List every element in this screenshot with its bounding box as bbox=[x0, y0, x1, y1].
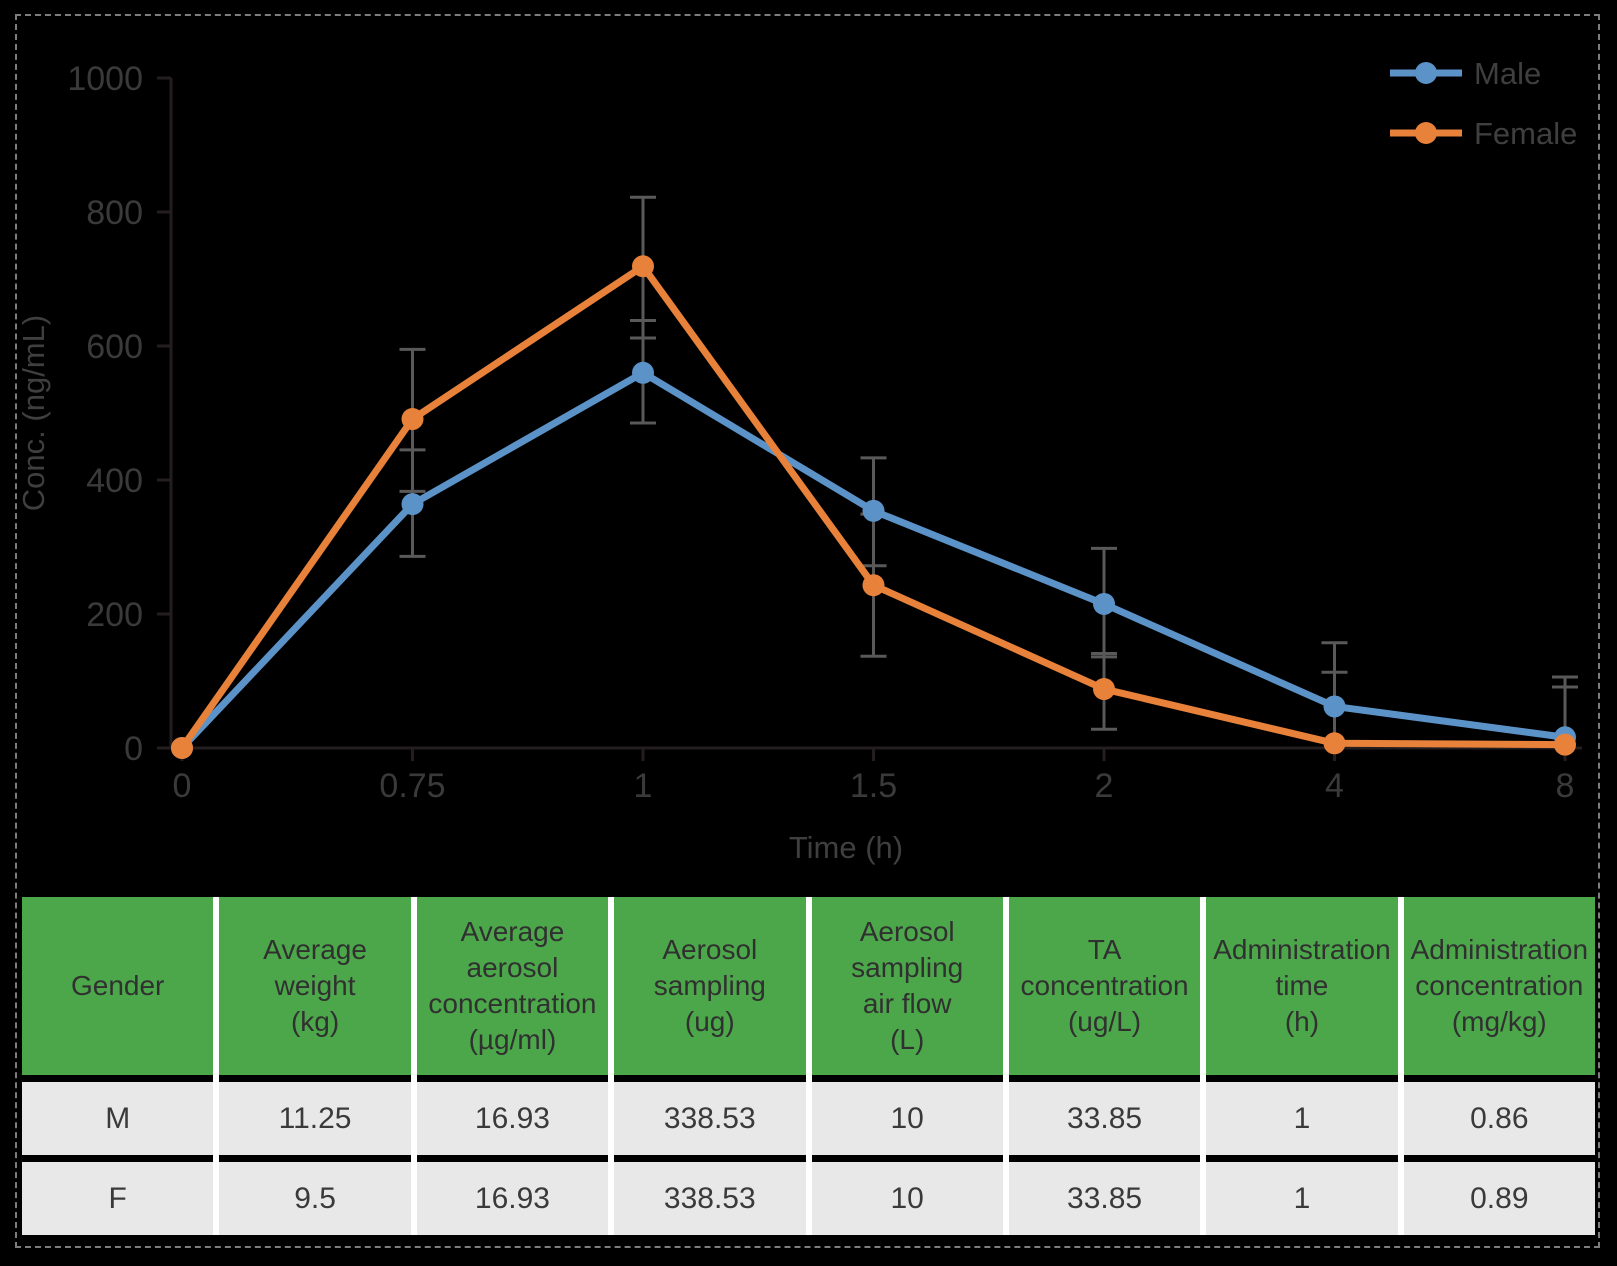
table-cell: 0.86 bbox=[1403, 1082, 1595, 1155]
table-header-line: Gender bbox=[70, 970, 165, 1001]
table-header-line: concentration bbox=[1020, 970, 1189, 1001]
legend-marker-sample bbox=[1415, 122, 1437, 144]
x-tick-label: 4 bbox=[1325, 767, 1344, 805]
table-header-cell: Administration concentration (mg/kg) bbox=[1403, 897, 1595, 1075]
legend-marker-sample bbox=[1415, 62, 1437, 84]
column-separator bbox=[213, 897, 220, 1235]
table-header-cell: TA concentration (ug/L) bbox=[1008, 897, 1201, 1075]
column-separator bbox=[410, 897, 417, 1235]
table-header-line: Aerosol bbox=[859, 916, 955, 947]
table-header-line: (ug) bbox=[684, 1006, 735, 1037]
column-separator bbox=[1397, 897, 1404, 1235]
y-tick-label: 600 bbox=[86, 328, 143, 366]
table-header-line: Administration bbox=[1213, 934, 1391, 965]
male-marker[interactable] bbox=[1093, 592, 1115, 615]
table-header-line: Administration bbox=[1410, 934, 1589, 965]
table-header-line: sampling bbox=[653, 970, 766, 1001]
table-cell: 1 bbox=[1206, 1082, 1398, 1155]
table-header-line: (h) bbox=[1284, 1006, 1320, 1037]
x-tick-label: 1.5 bbox=[850, 767, 897, 805]
legend-label: Male bbox=[1474, 56, 1541, 91]
table-cell: 9.5 bbox=[219, 1162, 411, 1235]
table-header-line: aerosol bbox=[466, 952, 559, 983]
summary-table[interactable]: Gender Average weight (kg) Average aerosol con… bbox=[22, 897, 1595, 1235]
y-tick-label: 400 bbox=[86, 462, 143, 500]
y-tick-label: 0 bbox=[124, 730, 143, 768]
y-tick-label: 1000 bbox=[67, 60, 143, 98]
table-cell: M bbox=[22, 1082, 214, 1155]
female-marker[interactable] bbox=[1093, 678, 1115, 701]
column-separator bbox=[1002, 897, 1009, 1235]
table-cell: 33.85 bbox=[1008, 1082, 1201, 1155]
table-cell: 11.25 bbox=[219, 1082, 411, 1155]
x-tick-label: 0.75 bbox=[379, 767, 445, 805]
table-header-line: (L) bbox=[890, 1024, 925, 1055]
table-header-cell: Gender bbox=[22, 897, 214, 1075]
table-cell: 0.89 bbox=[1403, 1162, 1595, 1235]
male-marker[interactable] bbox=[401, 493, 424, 516]
table-cell: 338.53 bbox=[614, 1162, 806, 1235]
column-separator bbox=[1200, 897, 1207, 1235]
table-cell: 16.93 bbox=[416, 1082, 609, 1155]
table-cell: F bbox=[22, 1162, 214, 1235]
table-header-line: Average bbox=[263, 934, 367, 965]
table-header-cell: Aerosol sampling (ug) bbox=[614, 897, 806, 1075]
female-marker[interactable] bbox=[401, 408, 424, 431]
female-marker[interactable] bbox=[1323, 732, 1346, 755]
female-marker[interactable] bbox=[862, 574, 885, 597]
table-header-cell: Aerosol sampling air flow (L) bbox=[811, 897, 1003, 1075]
legend-entry-female[interactable]: Female bbox=[1390, 116, 1577, 151]
table-cell: 16.93 bbox=[416, 1162, 609, 1235]
table-header-cell: Average aerosol concentration (µg/ml) bbox=[416, 897, 609, 1075]
table-cell: 33.85 bbox=[1008, 1162, 1201, 1235]
legend-entry-male[interactable]: Male bbox=[1390, 56, 1541, 91]
table-header-line: (ug/L) bbox=[1067, 1006, 1142, 1037]
concentration-chart[interactable]: 0 200 400 600 800 1000 0 0.75 1 1.5 2 4 8 Time (h) Con… bbox=[0, 0, 1617, 897]
table-header-line: sampling bbox=[851, 952, 964, 983]
table-header-line: Average bbox=[460, 916, 565, 947]
male-marker[interactable] bbox=[632, 361, 654, 384]
table-header-line: (µg/ml) bbox=[468, 1024, 557, 1055]
table-header-line: Aerosol bbox=[662, 934, 758, 965]
table-header-line: weight bbox=[274, 970, 356, 1001]
table-header-line: concentration bbox=[428, 988, 597, 1019]
table-header-line: TA bbox=[1087, 934, 1122, 965]
table-header-cell: Average weight (kg) bbox=[219, 897, 411, 1075]
x-tick-label: 1 bbox=[634, 767, 653, 805]
table-header-cell: Administration time (h) bbox=[1206, 897, 1398, 1075]
table-header-line: time bbox=[1275, 970, 1329, 1001]
x-tick-label: 2 bbox=[1095, 767, 1114, 805]
x-tick-label: 8 bbox=[1556, 767, 1575, 805]
female-marker[interactable] bbox=[171, 737, 193, 759]
table-header-line: (kg) bbox=[290, 1006, 340, 1037]
column-separator bbox=[805, 897, 812, 1235]
column-separator bbox=[608, 897, 615, 1235]
table-header-line: (mg/kg) bbox=[1451, 1006, 1547, 1037]
male-marker[interactable] bbox=[862, 499, 885, 522]
table-header-line: air flow bbox=[862, 988, 952, 1019]
y-tick-label: 800 bbox=[86, 194, 143, 232]
x-axis-title: Time (h) bbox=[789, 830, 903, 865]
table-cell: 10 bbox=[811, 1162, 1003, 1235]
y-axis-title: Conc. (ng/mL) bbox=[16, 315, 51, 511]
table-cell: 338.53 bbox=[614, 1082, 806, 1155]
x-tick-label: 0 bbox=[173, 767, 192, 805]
y-tick-label: 200 bbox=[86, 596, 143, 634]
table-header-line: concentration bbox=[1415, 970, 1584, 1001]
table-cell: 10 bbox=[811, 1082, 1003, 1155]
legend-label: Female bbox=[1474, 116, 1577, 151]
female-marker[interactable] bbox=[632, 255, 654, 278]
male-marker[interactable] bbox=[1323, 695, 1346, 718]
female-marker[interactable] bbox=[1554, 733, 1576, 756]
table-cell: 1 bbox=[1206, 1162, 1398, 1235]
